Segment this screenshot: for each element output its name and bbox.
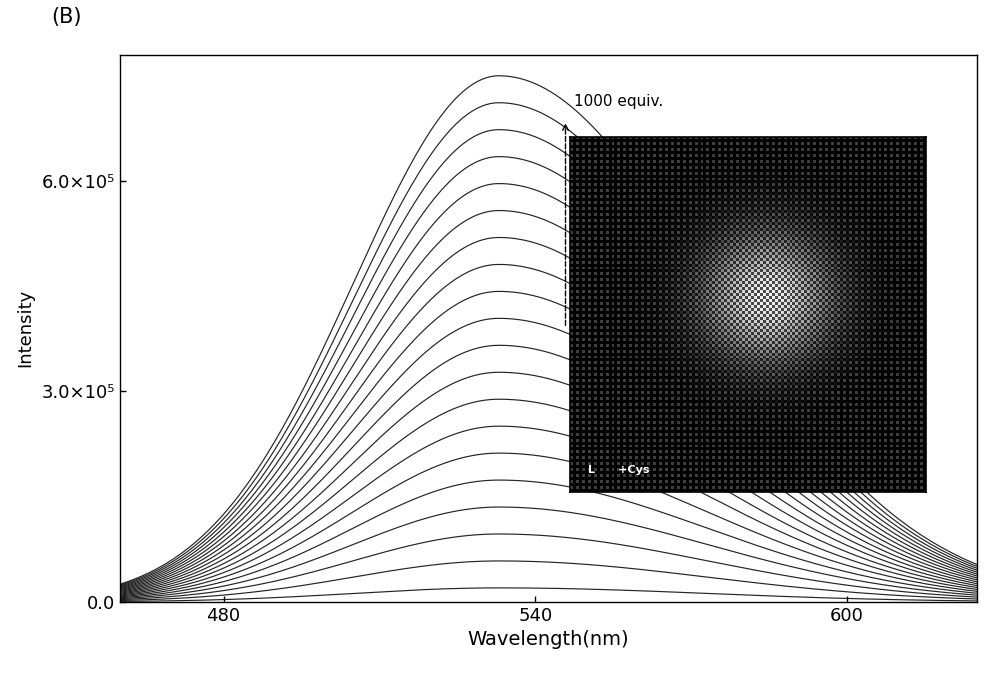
Text: (B): (B) [51, 8, 82, 27]
Text: L      +Cys: L +Cys [587, 464, 649, 475]
Text: 1000 equiv.: 1000 equiv. [574, 94, 663, 109]
Text: 0: 0 [574, 339, 583, 354]
X-axis label: Wavelength(nm): Wavelength(nm) [468, 631, 629, 649]
Y-axis label: Intensity: Intensity [17, 289, 35, 367]
